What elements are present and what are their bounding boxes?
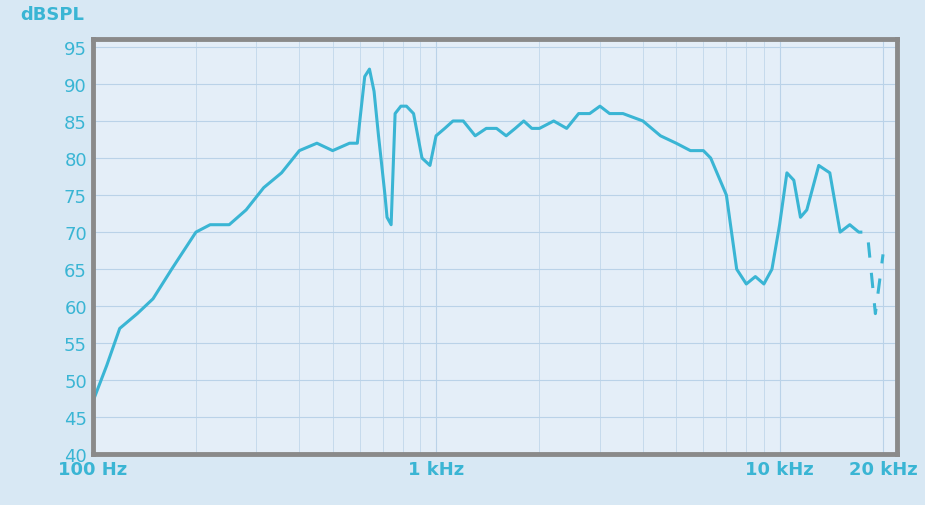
Text: dBSPL: dBSPL [20, 6, 84, 24]
